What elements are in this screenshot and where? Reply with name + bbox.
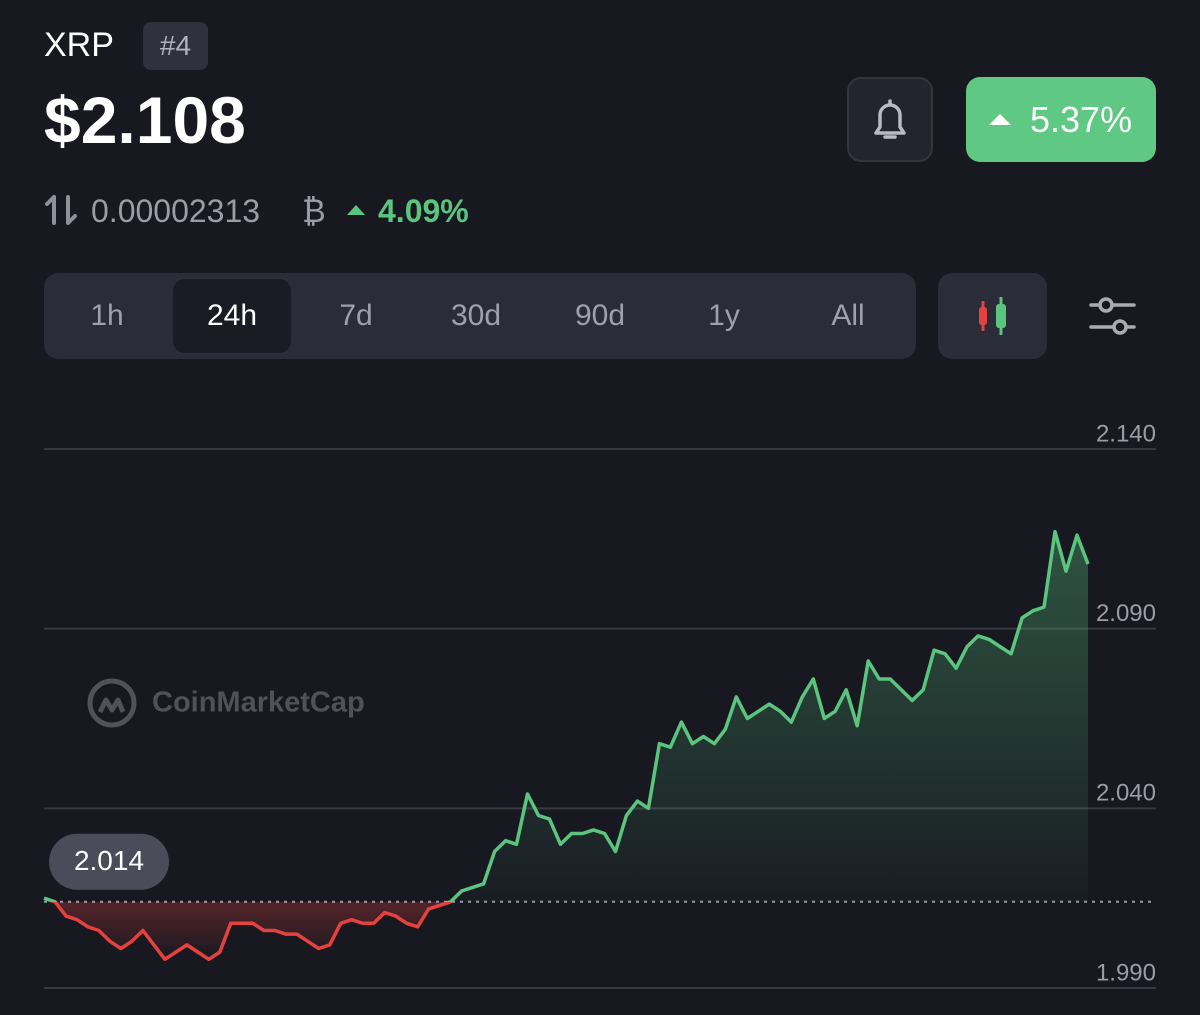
y-tick-label: 2.140 [1096, 420, 1156, 447]
time-tab[interactable]: 7d [339, 299, 373, 332]
candle-icon [979, 297, 1006, 335]
alert-button[interactable] [847, 77, 933, 162]
time-tab[interactable]: 24h [173, 279, 291, 353]
price-line [43, 529, 1090, 962]
btc-change: 4.09% [378, 193, 469, 229]
up-arrow [989, 114, 1011, 125]
btc-price: 0.00002313 [91, 193, 261, 229]
change-badge: 5.37% [966, 77, 1156, 162]
y-tick-label: 2.040 [1096, 780, 1156, 807]
y-tick-label: 2.090 [1096, 600, 1156, 627]
reference-label: 2.014 [74, 845, 144, 876]
settings-icon[interactable] [1088, 294, 1138, 340]
area [44, 531, 1088, 960]
up-arrow-small [347, 205, 365, 215]
change-value: 5.37% [1030, 99, 1133, 140]
candle-button[interactable] [938, 273, 1047, 359]
watermark-logo [87, 678, 137, 728]
time-tab[interactable]: 1y [708, 299, 740, 332]
time-tab[interactable]: All [831, 299, 865, 332]
time-tabs: 1h 24h 7d 30d 90d 1y All [44, 273, 916, 359]
reference-bubble [49, 833, 169, 890]
watermark: CoinMarketCap [152, 687, 365, 719]
rank-badge: #4 [143, 22, 208, 70]
time-tab[interactable]: 30d [450, 299, 502, 332]
coin-name: XRP [44, 26, 114, 64]
swap-icon [45, 195, 77, 225]
time-tab[interactable]: 90d [574, 299, 626, 332]
btc-symbol: ₿ [302, 193, 326, 229]
y-tick-label: 1.990 [1096, 959, 1156, 986]
price: $2.108 [44, 83, 246, 157]
bell-icon [874, 99, 906, 139]
time-tab[interactable]: 1h [90, 299, 124, 332]
